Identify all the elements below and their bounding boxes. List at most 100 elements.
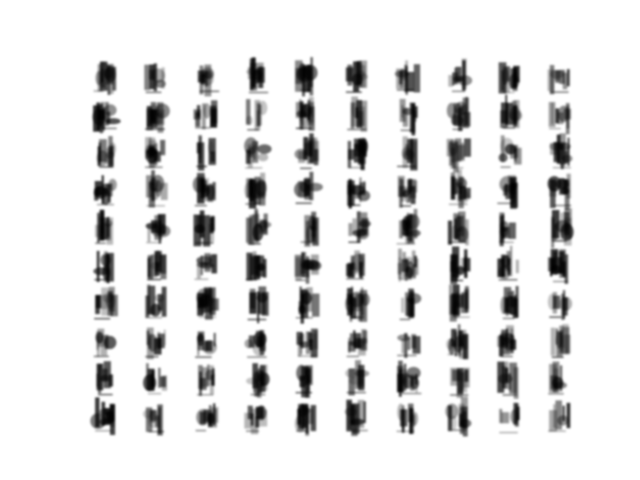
sample-image-r6-c4 [245,251,267,281]
sample-image-r6-c2 [147,250,167,281]
sample-image-r7-c8 [449,284,470,322]
sample-image-r2-c3 [193,100,218,130]
sample-image-r10-c1 [90,397,116,435]
sample-image-r3-c4 [244,137,272,169]
sample-image-r7-c5 [295,286,320,324]
sample-image-r2-c4 [245,99,268,131]
sample-image-r7-c1 [94,286,118,320]
sample-image-r10-c7 [396,403,419,434]
sample-image-r5-c8 [447,211,469,246]
sample-image-r4-c1 [93,175,117,206]
sample-image-r8-c10 [550,324,571,358]
sample-image-r3-c5 [294,133,319,170]
sample-image-r8-c5 [296,328,318,358]
sample-image-r4-c4 [244,172,267,209]
sample-image-r3-c1 [96,136,117,168]
sample-image-r1-c3 [197,64,220,97]
sample-image-r4-c10 [547,173,572,211]
sample-image-r4-c7 [397,175,418,208]
sample-image-r9-c1 [96,361,113,396]
sample-image-r8-c6 [346,329,368,358]
sample-image-r7-c9 [500,286,519,320]
sample-image-r8-c2 [145,327,166,360]
sample-image-r3-c9 [498,135,522,168]
sample-image-r8-c9 [497,325,517,358]
sample-image-r6-c6 [346,250,365,280]
sample-image-r2-c5 [295,96,315,131]
sample-image-r7-c4 [247,286,269,324]
sample-image-r5-c7 [396,208,421,245]
sample-image-r2-c9 [500,94,523,129]
sample-image-r8-c7 [397,333,421,358]
sample-image-r1-c5 [295,57,318,97]
sample-image-r2-c7 [399,98,418,136]
sample-image-r6-c9 [497,245,519,281]
sample-image-r1-c2 [144,63,166,94]
sample-image-r9-c2 [143,363,168,395]
sample-image-r6-c5 [294,252,322,284]
sample-image-r3-c3 [196,135,216,171]
sample-image-r1-c4 [246,57,269,94]
sample-image-r1-c8 [448,58,473,93]
sample-image-r5-c6 [348,211,371,243]
sample-image-r10-c6 [344,399,368,436]
sample-image-r6-c8 [450,246,471,285]
sample-image-r10-c9 [499,402,520,434]
sample-image-r1-c1 [93,61,117,95]
sample-image-r2-c6 [347,96,368,132]
sample-image-r1-c10 [547,65,570,95]
sample-image-r1-c9 [498,62,520,94]
sample-image-r5-c4 [246,208,272,245]
sample-image-r5-c3 [193,210,215,247]
sample-image-r5-c1 [95,209,114,245]
sample-image-r4-c9 [497,175,518,209]
sample-image-r9-c9 [497,361,519,399]
sample-image-r4-c5 [294,171,323,204]
sample-image-r10-c5 [294,403,317,436]
sample-image-r3-c8 [446,138,471,173]
sample-image-r9-c10 [548,361,568,395]
sample-image-r3-c6 [347,137,369,171]
sample-image-r5-c5 [300,211,319,247]
sample-image-r8-c4 [244,330,267,358]
sample-image-r4-c6 [347,177,371,209]
sample-image-r6-c7 [397,248,419,282]
sample-image-r9-c6 [345,360,370,396]
sample-image-r10-c8 [445,396,472,437]
sample-image-r9-c8 [450,367,470,398]
sample-image-r9-c4 [246,363,270,398]
sample-image-r2-c8 [446,96,471,132]
sample-image-r3-c10 [549,133,573,170]
sample-image-r3-c7 [397,136,418,171]
sample-image-r1-c7 [394,60,421,95]
sample-image-r7-c6 [345,286,370,322]
sample-image-r9-c7 [397,360,422,397]
sample-image-r6-c3 [194,253,217,280]
sample-image-r10-c10 [548,400,571,432]
sample-image-r4-c2 [146,170,168,208]
sample-image-r5-c10 [551,208,574,248]
sample-image-r8-c3 [195,331,217,358]
sample-image-r7-c10 [547,290,573,320]
sample-image-r6-c10 [548,249,569,284]
sample-image-r4-c3 [192,172,216,207]
sample-image-r8-c8 [446,324,469,360]
sample-image-r7-c2 [145,284,167,319]
sample-image-r5-c9 [499,212,516,247]
sample-image-r10-c3 [195,403,219,432]
sample-image-r5-c2 [145,214,171,244]
sample-image-r4-c8 [448,169,471,209]
sample-image-r10-c2 [142,404,165,436]
sample-image-r9-c3 [197,364,215,396]
sample-image-r2-c1 [92,101,121,134]
sample-image-r6-c1 [93,250,114,284]
sample-image-r1-c6 [345,60,368,93]
sample-image-r9-c5 [295,364,313,398]
sample-image-r8-c1 [93,328,117,358]
sample-image-r3-c2 [145,137,166,169]
sample-image-r7-c7 [399,288,422,321]
sample-image-r10-c4 [244,405,268,435]
sample-image-r2-c10 [548,102,571,135]
sample-image-r2-c2 [145,102,170,133]
